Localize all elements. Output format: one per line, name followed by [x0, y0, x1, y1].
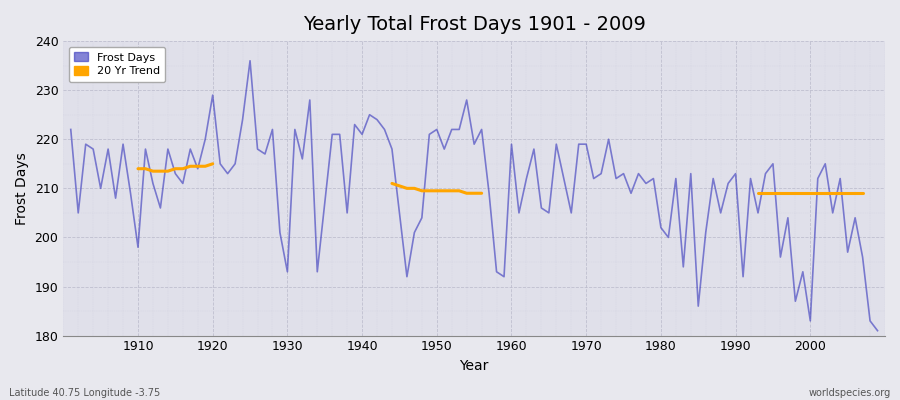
X-axis label: Year: Year	[460, 359, 489, 373]
Y-axis label: Frost Days: Frost Days	[15, 152, 29, 225]
Title: Yearly Total Frost Days 1901 - 2009: Yearly Total Frost Days 1901 - 2009	[302, 15, 645, 34]
Text: worldspecies.org: worldspecies.org	[809, 388, 891, 398]
Legend: Frost Days, 20 Yr Trend: Frost Days, 20 Yr Trend	[68, 47, 166, 82]
Text: Latitude 40.75 Longitude -3.75: Latitude 40.75 Longitude -3.75	[9, 388, 160, 398]
